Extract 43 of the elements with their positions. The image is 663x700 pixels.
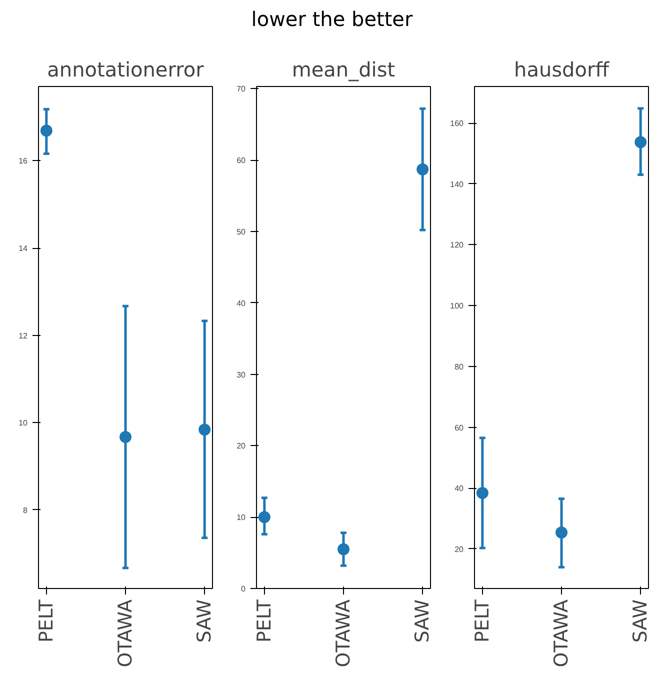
- chart-title: mean_dist: [292, 58, 396, 82]
- chart-title: annotationerror: [47, 58, 205, 82]
- y-tick-label: 50: [236, 227, 246, 236]
- y-tick-label: 30: [236, 370, 246, 380]
- y-tick-label: 10: [236, 513, 246, 522]
- x-tick-label: OTAWA: [550, 599, 572, 668]
- y-tick-label: 70: [236, 84, 246, 94]
- point: [556, 526, 568, 539]
- point: [338, 543, 350, 556]
- point: [198, 424, 211, 436]
- y-tick-label: 14: [18, 244, 28, 254]
- y-tick-label: 40: [454, 484, 464, 494]
- y-tick-label: 12: [18, 331, 28, 340]
- text: lower the better: [250, 6, 414, 33]
- x-tick-label: PELT: [471, 599, 494, 643]
- x-tick-label: OTAWA: [114, 599, 136, 668]
- x-tick-label: OTAWA: [332, 599, 354, 668]
- y-tick-label: 60: [236, 156, 246, 166]
- y-tick-label: 10: [18, 418, 28, 428]
- y-tick-label: 8: [23, 506, 28, 515]
- point: [40, 124, 52, 137]
- chart-title: hausdorff: [514, 58, 610, 82]
- x-tick-label: PELT: [35, 599, 58, 643]
- y-tick-label: 40: [236, 298, 246, 308]
- x-tick-label: SAW: [630, 599, 652, 643]
- point: [476, 486, 488, 499]
- point: [634, 136, 647, 148]
- y-tick-label: 0: [241, 584, 246, 594]
- y-tick-label: 160: [450, 119, 464, 128]
- y-tick-label: 120: [450, 240, 464, 250]
- point: [416, 163, 429, 176]
- y-tick-label: 60: [454, 423, 464, 432]
- y-tick-label: 100: [450, 302, 464, 311]
- point: [258, 511, 270, 524]
- x-tick-label: PELT: [253, 599, 276, 643]
- y-tick-label: 20: [454, 544, 464, 554]
- x-tick-label: SAW: [194, 599, 216, 643]
- y-tick-label: 140: [450, 180, 464, 189]
- x-tick-label: SAW: [412, 599, 434, 643]
- y-tick-label: 20: [236, 442, 246, 451]
- y-tick-label: 80: [454, 362, 464, 372]
- y-tick-label: 16: [18, 156, 28, 166]
- point: [120, 431, 132, 444]
